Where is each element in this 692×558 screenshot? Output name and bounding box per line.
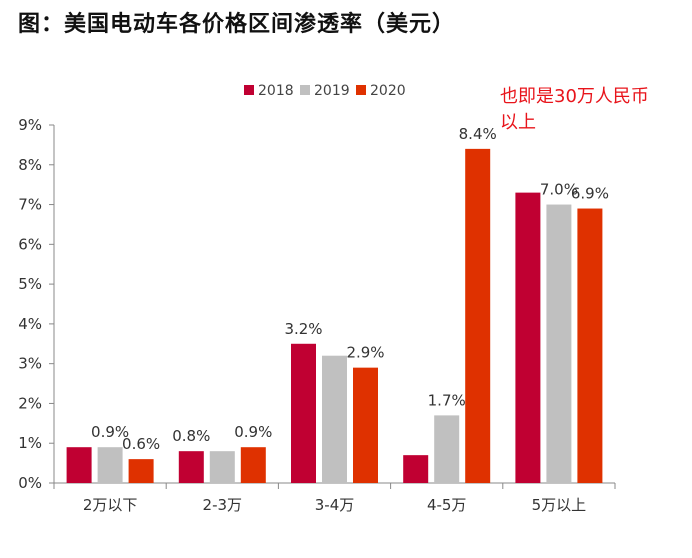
legend-swatch-2018	[244, 85, 254, 95]
bar-2018	[515, 192, 541, 483]
data-label: 0.9%	[234, 423, 272, 441]
legend: 2018 2019 2020	[244, 83, 406, 99]
data-label: 8.4%	[459, 125, 497, 143]
y-tick-label: 3%	[18, 355, 42, 373]
bar-2018	[403, 455, 429, 483]
data-label: 0.8%	[172, 427, 210, 445]
legend-swatch-2019	[300, 85, 310, 95]
bar-2020	[465, 148, 491, 483]
bar-2020	[128, 459, 154, 483]
bar-2018	[291, 343, 316, 483]
y-tick-label: 5%	[18, 275, 42, 293]
bar-2019	[97, 447, 123, 483]
bar-2020	[240, 447, 266, 483]
axes: 0% 1% 2% 3% 4% 5% 6% 7% 8% 9% 2万以下 2-3万 3-4万 4-5万 5万以上	[18, 116, 616, 514]
data-label: 3.2%	[284, 320, 322, 338]
y-tick-label: 0%	[18, 474, 42, 492]
bar-2020	[353, 367, 378, 483]
bars	[66, 148, 603, 484]
y-tick-label: 9%	[18, 116, 42, 134]
y-tick-label: 1%	[18, 434, 42, 452]
y-tick-label: 6%	[18, 235, 42, 253]
data-label: 7.0%	[540, 181, 578, 199]
legend-label-2018: 2018	[258, 83, 294, 99]
y-tick-label: 4%	[18, 315, 42, 333]
legend-label-2019: 2019	[314, 83, 350, 99]
bar-2019	[434, 415, 460, 483]
bar-2019	[322, 355, 347, 483]
data-label: 1.7%	[428, 391, 466, 409]
legend-swatch-2020	[356, 85, 366, 95]
data-label: 6.9%	[571, 185, 609, 203]
x-tick-label: 2-3万	[203, 496, 243, 514]
x-tick-label: 4-5万	[427, 496, 467, 514]
chart-title: 图：美国电动车各价格区间渗透率（美元）	[18, 11, 456, 37]
bar-2018	[178, 451, 204, 483]
y-tick-label: 7%	[18, 196, 42, 214]
y-tick-label: 8%	[18, 156, 42, 174]
x-tick-label: 2万以下	[83, 496, 138, 514]
bar-2019	[209, 451, 235, 483]
data-label: 0.9%	[91, 423, 129, 441]
data-label: 0.6%	[122, 435, 160, 453]
y-tick-label: 2%	[18, 394, 42, 412]
data-label: 2.9%	[346, 344, 384, 362]
data-labels: 0.9%0.6% 0.8% 0.9%3.2%2.9%1.7%8.4%7.0%6.9%	[91, 125, 609, 453]
bar-2018	[66, 447, 92, 483]
annotation-note: 也即是30万人民币以上	[500, 86, 649, 133]
bar-2019	[546, 204, 572, 484]
x-tick-label: 3-4万	[315, 496, 355, 514]
bar-2020	[577, 208, 603, 484]
legend-label-2020: 2020	[370, 83, 406, 99]
x-tick-label: 5万以上	[532, 496, 587, 514]
